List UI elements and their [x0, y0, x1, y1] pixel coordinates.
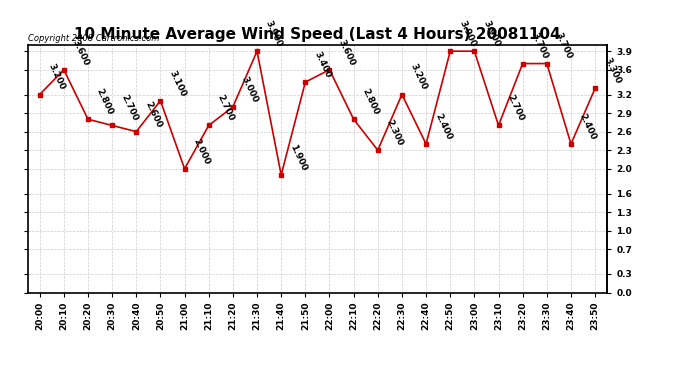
Text: 2.700: 2.700	[506, 93, 526, 123]
Text: 3.900: 3.900	[264, 19, 284, 48]
Text: 3.200: 3.200	[47, 62, 67, 92]
Text: 3.900: 3.900	[482, 19, 502, 48]
Text: 2.600: 2.600	[144, 99, 164, 129]
Text: 3.400: 3.400	[313, 50, 333, 80]
Text: 3.900: 3.900	[457, 19, 477, 48]
Text: 3.200: 3.200	[409, 62, 429, 92]
Text: 3.700: 3.700	[530, 32, 550, 61]
Text: 2.700: 2.700	[216, 93, 236, 123]
Text: 3.600: 3.600	[337, 38, 357, 67]
Text: 3.000: 3.000	[240, 75, 260, 104]
Text: 2.800: 2.800	[361, 87, 381, 117]
Text: 3.600: 3.600	[71, 38, 91, 67]
Text: 1.900: 1.900	[288, 143, 308, 172]
Text: 2.000: 2.000	[192, 137, 212, 166]
Text: 3.700: 3.700	[554, 32, 574, 61]
Text: Copyright 2008 Cartronics.com: Copyright 2008 Cartronics.com	[28, 33, 159, 42]
Text: 3.100: 3.100	[168, 69, 188, 98]
Text: 2.800: 2.800	[95, 87, 115, 117]
Text: 2.400: 2.400	[578, 112, 598, 141]
Text: 2.400: 2.400	[433, 112, 453, 141]
Text: 2.700: 2.700	[119, 93, 139, 123]
Title: 10 Minute Average Wind Speed (Last 4 Hours) 20081104: 10 Minute Average Wind Speed (Last 4 Hou…	[74, 27, 561, 42]
Text: 3.300: 3.300	[602, 56, 622, 86]
Text: 2.300: 2.300	[385, 118, 405, 147]
